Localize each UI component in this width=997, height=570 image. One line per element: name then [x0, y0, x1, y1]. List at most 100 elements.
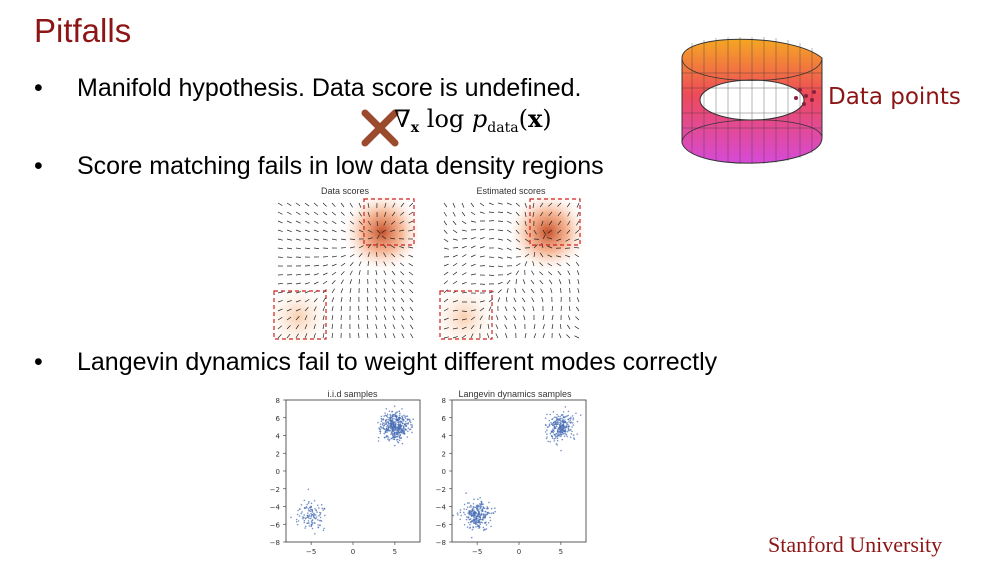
score-arrow — [331, 297, 335, 303]
sample-point — [379, 425, 382, 428]
sample-point — [308, 514, 311, 517]
formula-p: p — [471, 105, 488, 133]
sample-point — [407, 430, 409, 433]
score-arrow — [376, 220, 379, 226]
score-arrow — [530, 288, 535, 294]
sample-point — [477, 498, 479, 500]
sample-point — [316, 504, 319, 507]
sample-point — [552, 424, 554, 427]
y-tick-label: 0 — [276, 468, 280, 476]
sample-point — [551, 437, 554, 439]
score-arrow — [461, 229, 467, 232]
sample-point — [572, 417, 575, 420]
sample-point — [480, 513, 482, 516]
sample-point — [411, 424, 413, 426]
score-arrow — [521, 297, 526, 303]
sample-point — [296, 523, 299, 526]
sample-point — [386, 413, 389, 416]
sample-point — [477, 504, 480, 507]
sample-point — [389, 429, 391, 432]
sample-point — [393, 433, 396, 436]
score-arrow — [331, 323, 334, 330]
sample-point — [300, 512, 303, 515]
sample-point — [481, 518, 484, 521]
score-arrow — [452, 309, 458, 312]
sample-point — [397, 428, 399, 431]
score-arrow — [558, 279, 562, 285]
score-arrow — [304, 307, 309, 312]
sample-point — [571, 415, 574, 417]
sample-point — [557, 427, 560, 429]
sample-point — [398, 435, 401, 438]
score-arrow — [401, 324, 405, 330]
sample-point — [551, 435, 553, 438]
sample-point — [409, 421, 412, 424]
score-arrow — [506, 247, 512, 251]
sample-point — [473, 516, 475, 519]
sample-point — [300, 504, 303, 506]
sample-point — [561, 417, 563, 420]
score-arrow — [575, 316, 580, 321]
score-arrow — [304, 229, 310, 233]
sample-point — [472, 521, 475, 524]
score-arrow — [522, 288, 526, 294]
formula-log: log — [426, 105, 465, 133]
score-arrow — [401, 333, 405, 339]
sample-point — [470, 521, 472, 524]
iid-samples-plot: 8 6 4 2 0 −2 −4 −6 −8 −5 0 5 — [270, 397, 421, 556]
sample-point — [568, 429, 571, 432]
score-arrow — [551, 315, 554, 321]
score-arrow — [367, 260, 369, 267]
sample-point — [307, 522, 309, 524]
sample-point — [552, 418, 554, 420]
sample-point — [377, 440, 380, 442]
sample-point — [386, 431, 388, 433]
score-arrow — [383, 270, 387, 276]
sample-point — [557, 423, 560, 425]
sample-point — [311, 527, 314, 530]
sample-point — [464, 513, 466, 516]
sample-point — [566, 415, 568, 417]
sample-point — [394, 428, 397, 431]
score-arrow — [331, 263, 337, 267]
sample-point — [393, 436, 395, 438]
score-arrow — [568, 306, 571, 312]
score-arrow — [557, 220, 562, 226]
sample-point — [304, 507, 306, 510]
sample-point — [559, 422, 562, 425]
sample-point — [544, 423, 547, 426]
sample-point — [549, 413, 551, 416]
sample-point — [383, 422, 385, 425]
sample-point — [392, 415, 395, 417]
sample-point — [556, 444, 559, 446]
sample-point — [394, 436, 397, 438]
sample-point — [398, 410, 401, 413]
sample-point — [393, 438, 395, 441]
score-arrow — [488, 291, 494, 294]
y-tick-label: 0 — [442, 468, 446, 476]
score-arrow — [367, 229, 373, 233]
sample-point — [406, 415, 409, 417]
sample-point — [466, 506, 469, 508]
score-arrow — [567, 211, 571, 217]
y-tick-label: −4 — [436, 504, 447, 512]
sample-point — [313, 512, 315, 515]
sample-point — [389, 413, 391, 416]
score-arrow — [505, 296, 508, 303]
sample-point — [301, 511, 303, 513]
score-arrow — [461, 272, 467, 276]
low-density-mode — [272, 285, 330, 343]
y-tick-label: 6 — [276, 415, 281, 423]
sample-point — [570, 433, 573, 435]
score-arrow — [568, 279, 571, 285]
sample-point — [303, 514, 306, 516]
score-arrow — [547, 237, 553, 240]
sample-point — [475, 525, 477, 528]
score-arrow — [400, 211, 405, 216]
sample-point — [395, 411, 397, 414]
score-arrow — [524, 253, 530, 258]
sample-point — [470, 506, 472, 508]
sample-point — [476, 524, 479, 526]
score-arrow — [540, 211, 544, 217]
sample-point — [559, 415, 561, 418]
